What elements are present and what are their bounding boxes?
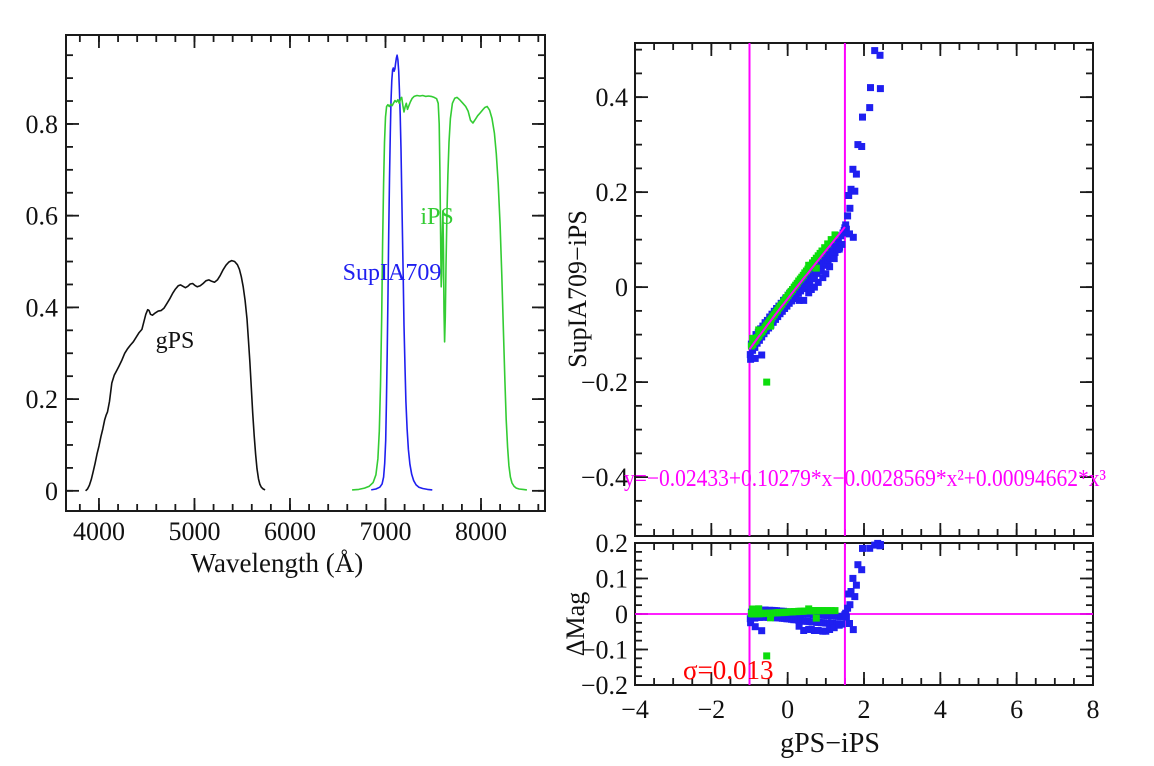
left-axes [65, 34, 546, 512]
right-top-axes [634, 42, 1094, 537]
svg-text:−0.1: −0.1 [581, 636, 628, 665]
svg-text:0.6: 0.6 [26, 202, 59, 231]
scatter-blue-points [746, 47, 884, 363]
cubic-fit-line [748, 226, 846, 350]
right-figure-color-transformation: 0.4 0.2 0 −0.2 −0.4 0.2 0.1 0 −0.1 −0.2 −4 −2 0 2 4 6… [561, 42, 1106, 759]
svg-text:6: 6 [1010, 695, 1023, 724]
residual-green-points [747, 605, 839, 660]
y-axis-title-supia709-ips: SupIA709−iPS [563, 210, 592, 368]
sigma-label: σ=0.013 [683, 655, 774, 685]
y-axis-title-delta-mag: ΔMag [561, 592, 590, 656]
svg-text:5000: 5000 [168, 517, 220, 546]
x-axis-title-gps-ips: gPS−iPS [780, 728, 880, 759]
svg-text:0.8: 0.8 [26, 110, 59, 139]
svg-text:−4: −4 [621, 695, 649, 724]
svg-text:0.2: 0.2 [26, 385, 59, 414]
svg-text:6000: 6000 [264, 517, 316, 546]
left-figure-filter-curves: 4000 5000 6000 7000 8000 0 0.2 0.4 0.6 0.8 Wavel… [26, 34, 546, 578]
right-top-guide-lines [748, 43, 846, 536]
svg-text:8: 8 [1087, 695, 1100, 724]
svg-text:4000: 4000 [73, 517, 125, 546]
left-y-tick-labels: 0 0.2 0.4 0.6 0.8 [26, 110, 59, 506]
x-axis-title-wavelength: Wavelength (Å) [191, 548, 364, 578]
svg-text:8000: 8000 [455, 517, 507, 546]
right-bottom-x-tick-labels: −4 −2 0 2 4 6 8 [621, 695, 1099, 724]
svg-text:−2: −2 [697, 695, 725, 724]
right-top-y-tick-labels: 0.4 0.2 0 −0.2 −0.4 [581, 83, 628, 492]
curve-label-ips: iPS [420, 204, 453, 230]
svg-text:0: 0 [615, 600, 628, 629]
svg-text:0: 0 [615, 273, 628, 302]
svg-text:0: 0 [781, 695, 794, 724]
svg-text:−0.2: −0.2 [581, 671, 628, 700]
svg-text:0: 0 [45, 477, 58, 506]
curve-label-supia709: SupIA709 [343, 260, 442, 286]
svg-text:−0.4: −0.4 [581, 463, 628, 492]
filter-curves [85, 54, 528, 492]
svg-text:−0.2: −0.2 [581, 368, 628, 397]
curve-label-gps: gPS [156, 328, 195, 354]
svg-text:0.1: 0.1 [596, 565, 629, 594]
svg-text:0.2: 0.2 [596, 178, 629, 207]
left-x-tick-labels: 4000 5000 6000 7000 8000 [73, 517, 507, 546]
svg-text:2: 2 [858, 695, 871, 724]
svg-text:7000: 7000 [359, 517, 411, 546]
svg-text:0.4: 0.4 [596, 83, 629, 112]
right-bottom-y-tick-labels: 0.2 0.1 0 −0.1 −0.2 [581, 529, 628, 700]
fit-equation-label: y=−0.02433+0.10279*x−0.0028569*x²+0.0009… [624, 466, 1106, 492]
svg-text:0.4: 0.4 [26, 293, 59, 322]
svg-text:0.2: 0.2 [596, 529, 629, 558]
svg-text:4: 4 [934, 695, 947, 724]
